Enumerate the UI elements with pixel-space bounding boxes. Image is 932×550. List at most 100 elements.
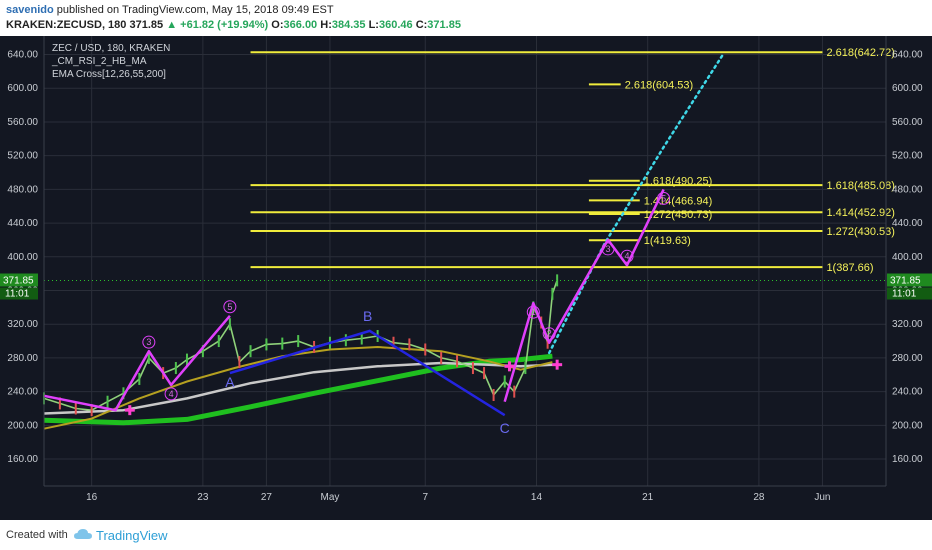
countdown-label: 11:01 <box>892 289 917 300</box>
y-tick-label-right: 280.00 <box>892 353 923 364</box>
projection-path <box>547 51 726 355</box>
impulse-wave-1-label: 3 <box>146 337 151 347</box>
abc-wave-line <box>229 329 506 417</box>
y-tick-label-left: 280.00 <box>7 353 38 364</box>
close-value: 371.85 <box>427 19 461 31</box>
impulse-wave-2-marker <box>601 242 615 256</box>
fib-level-label: 1.414(466.94) <box>644 195 713 207</box>
y-tick-label-right: 240.00 <box>892 387 923 398</box>
low-value: 360.46 <box>378 19 413 31</box>
ema-line <box>43 353 553 426</box>
y-tick-label-left: 600.00 <box>7 83 38 94</box>
y-tick-label-left: 160.00 <box>7 454 38 465</box>
symbol-label: KRAKEN:ZECUSD, 180 <box>6 19 127 31</box>
price-change: +61.82 (+19.94%) <box>180 19 269 31</box>
impulse-wave-2-label: 4 <box>625 251 630 261</box>
impulse-wave-1-line <box>43 314 231 412</box>
x-tick-label: 23 <box>197 492 209 503</box>
impulse-wave-2-line <box>503 188 665 403</box>
y-tick-label-left: 520.00 <box>7 151 38 162</box>
last-price-tag <box>887 273 932 287</box>
y-tick-label-right: 160.00 <box>892 454 923 465</box>
y-tick-label-left: 200.00 <box>7 420 38 431</box>
quote-line: KRAKEN:ZECUSD, 180 371.85 ▲ +61.82 (+19.… <box>6 19 461 31</box>
high-label: H: <box>320 19 332 31</box>
legend-rsi: _CM_RSI_2_HB_MA <box>51 56 147 67</box>
close-label: C: <box>415 19 428 31</box>
open-label: O: <box>271 19 284 31</box>
last-price-tag-label: 371.85 <box>890 276 921 287</box>
publish-line: savenido published on TradingView.com, M… <box>6 4 334 16</box>
y-tick-label-left: 320.00 <box>7 319 38 330</box>
impulse-wave-1-marker <box>223 300 237 314</box>
up-arrow-icon: ▲ <box>166 19 178 31</box>
impulse-wave-1-marker <box>142 335 156 349</box>
fib-level-label: 1.272(430.53) <box>826 226 895 238</box>
fib-level-label: 1(419.63) <box>644 235 691 247</box>
impulse-wave-2-label: 1 <box>531 307 536 317</box>
chart-background <box>0 36 932 520</box>
last-price-tag-label: 371.85 <box>3 276 34 287</box>
y-tick-label-left: 240.00 <box>7 387 38 398</box>
x-tick-label: 7 <box>423 492 429 503</box>
x-tick-label: 14 <box>531 492 543 503</box>
author-link[interactable]: savenido <box>6 4 54 16</box>
chart-axes: 160.00 160.00 200.00 200.00 240.00 240.00 280.… <box>0 36 932 503</box>
x-tick-label: 27 <box>261 492 273 503</box>
y-tick-label-right: 560.00 <box>892 117 923 128</box>
tradingview-brand[interactable]: TradingView <box>96 528 168 543</box>
legend-ema: EMA Cross[12,26,55,200] <box>52 69 166 80</box>
impulse-wave-2-marker <box>657 191 671 205</box>
countdown-tag <box>887 287 932 300</box>
wave-annotations: A B C 3 4 5 1 2 3 4 5 <box>43 51 726 436</box>
x-tick-label: 21 <box>642 492 654 503</box>
impulse-wave-1-label: 4 <box>169 389 174 399</box>
y-tick-label-left: 560.00 <box>7 117 38 128</box>
price-chart[interactable]: 2.618(642.72)2.618(604.53)1.618(490.25) 1… <box>0 36 932 520</box>
published-text: published on TradingView.com, May 15, 20… <box>56 4 334 16</box>
countdown-tag <box>0 287 38 300</box>
abc-wave-label: B <box>363 308 372 324</box>
impulse-wave-2-label: 5 <box>661 193 666 203</box>
impulse-wave-1-marker <box>164 387 178 401</box>
legend-symbol: ZEC / USD, 180, KRAKEN <box>52 43 170 54</box>
tradingview-cloud-icon <box>74 529 92 539</box>
fib-level-label: 1(387.66) <box>826 262 873 274</box>
ema-line <box>43 346 553 430</box>
y-tick-label-left: 400.00 <box>7 252 38 263</box>
impulse-wave-2-marker <box>526 305 540 319</box>
y-tick-label-right: 400.00 <box>892 252 923 263</box>
y-tick-label-right: 520.00 <box>892 151 923 162</box>
indicator-legend: ZEC / USD, 180, KRAKEN _CM_RSI_2_HB_MA E… <box>51 43 170 80</box>
chart-footer: Created with TradingView <box>0 520 932 550</box>
fib-levels: 2.618(642.72)2.618(604.53)1.618(490.25) 1… <box>250 47 895 274</box>
high-value: 384.35 <box>331 19 366 31</box>
x-tick-label: Jun <box>814 492 830 503</box>
abc-wave-label: C <box>500 420 510 436</box>
y-tick-label-right: 480.00 <box>892 184 923 195</box>
last-price-tag <box>0 273 38 287</box>
fib-level-label: 1.618(485.08) <box>826 180 895 192</box>
created-with-text: Created with <box>6 529 68 541</box>
impulse-wave-2-label: 3 <box>605 244 610 254</box>
y-tick-label-right: 600.00 <box>892 83 923 94</box>
countdown-label: 11:01 <box>5 289 30 300</box>
impulse-wave-2-label: 2 <box>547 329 552 339</box>
low-label: L: <box>368 19 379 31</box>
y-tick-label-left: 480.00 <box>7 184 38 195</box>
impulse-wave-1-label: 5 <box>227 302 232 312</box>
x-tick-label: 16 <box>86 492 98 503</box>
fib-level-label: 1.414(452.92) <box>826 207 895 219</box>
x-tick-label: May <box>321 492 340 503</box>
fib-level-label: 2.618(642.72) <box>826 47 895 59</box>
y-tick-label-left: 440.00 <box>7 218 38 229</box>
x-tick-label: 28 <box>753 492 765 503</box>
impulse-wave-2-marker <box>542 327 556 341</box>
y-tick-label-right: 320.00 <box>892 319 923 330</box>
open-value: 366.00 <box>283 19 318 31</box>
fib-level-label: 1.272(450.73) <box>644 209 713 221</box>
y-tick-label-right: 200.00 <box>892 420 923 431</box>
y-tick-label-right: 440.00 <box>892 218 923 229</box>
chart-header: savenido published on TradingView.com, M… <box>0 0 932 36</box>
last-price: 371.85 <box>129 19 164 31</box>
